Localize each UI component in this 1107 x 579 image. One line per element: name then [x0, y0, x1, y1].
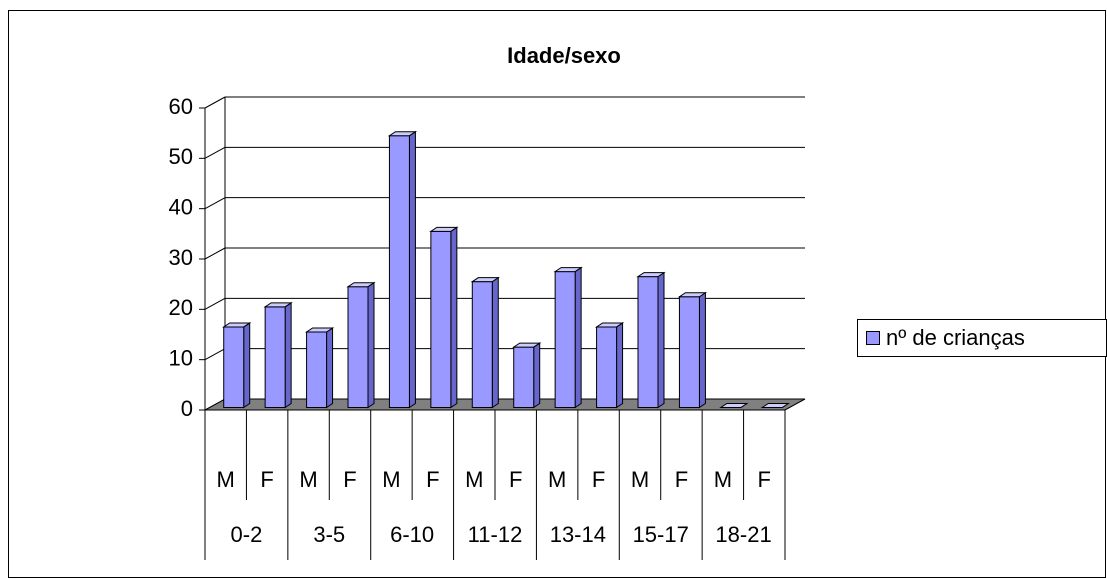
bar-top [387, 131, 418, 137]
bar-top [222, 322, 252, 328]
bar-side [450, 226, 458, 409]
bar-side [657, 271, 665, 409]
y-tick-label: 40 [169, 194, 193, 219]
grid-line [204, 197, 226, 210]
chart-title: Idade/sexo [507, 43, 621, 68]
bar [347, 286, 369, 409]
bar-top [553, 267, 583, 273]
bar [471, 281, 493, 408]
y-tick-label: 10 [169, 345, 193, 370]
bar-top [470, 277, 500, 283]
bar-top [429, 226, 459, 232]
bar-side [408, 130, 416, 409]
x-tick-label: M [382, 467, 400, 492]
y-tick-label: 20 [169, 295, 193, 320]
bar [554, 271, 576, 408]
bar-side [698, 291, 706, 409]
x-tick-label: F [343, 467, 356, 492]
bar [678, 296, 700, 408]
bar-top [263, 302, 293, 308]
bar-top [719, 403, 749, 408]
y-tick-label: 30 [169, 245, 193, 270]
bar [430, 230, 452, 408]
bar-side [616, 322, 624, 409]
y-tick-label: 50 [169, 144, 193, 169]
x-tick-label: M [465, 467, 483, 492]
bar-top [594, 322, 625, 328]
grid-line [204, 96, 226, 109]
bar-top [304, 327, 335, 333]
bar-top [512, 342, 542, 348]
bar-top [346, 282, 376, 288]
bar-side [491, 276, 499, 409]
group-label: 6-10 [390, 522, 434, 547]
x-tick-label: F [592, 467, 605, 492]
bar-side [284, 301, 292, 409]
y-tick-label: 60 [169, 94, 193, 119]
floor [204, 398, 806, 411]
group-label: 18-21 [715, 522, 771, 547]
bar-top [677, 292, 708, 298]
grid-line [204, 146, 226, 159]
grid-line [204, 297, 226, 310]
bar [388, 135, 410, 408]
y-tick-label: 0 [181, 396, 193, 421]
bar-side [367, 281, 375, 409]
x-tick-label: F [675, 467, 688, 492]
x-tick-label: F [509, 467, 522, 492]
bar [306, 331, 328, 408]
bar-side [326, 327, 334, 409]
group-label: 3-5 [313, 522, 345, 547]
bar-side [533, 342, 541, 409]
bar-top [636, 272, 666, 278]
group-label: 11-12 [468, 522, 523, 547]
legend-label: nº de crianças [886, 325, 1025, 350]
x-tick-label: M [217, 467, 235, 492]
bar [596, 326, 618, 409]
x-tick-label: M [299, 467, 317, 492]
x-tick-label: M [714, 467, 732, 492]
bar-top [760, 403, 790, 408]
x-tick-label: M [631, 467, 649, 492]
x-tick-label: F [260, 467, 273, 492]
x-tick-label: F [758, 467, 771, 492]
x-tick-label: M [548, 467, 566, 492]
grid-line [204, 348, 226, 361]
bar [264, 306, 286, 409]
group-label: 13-14 [550, 522, 606, 547]
legend-swatch [866, 331, 880, 345]
legend-box [857, 319, 1107, 357]
group-label: 0-2 [231, 522, 263, 547]
group-label: 15-17 [633, 522, 689, 547]
bar [223, 326, 245, 409]
grid-line [204, 247, 226, 260]
bar-side [574, 266, 582, 409]
bar [637, 276, 659, 408]
bar [513, 346, 535, 409]
bar-side [243, 322, 251, 409]
x-tick-label: F [426, 467, 439, 492]
